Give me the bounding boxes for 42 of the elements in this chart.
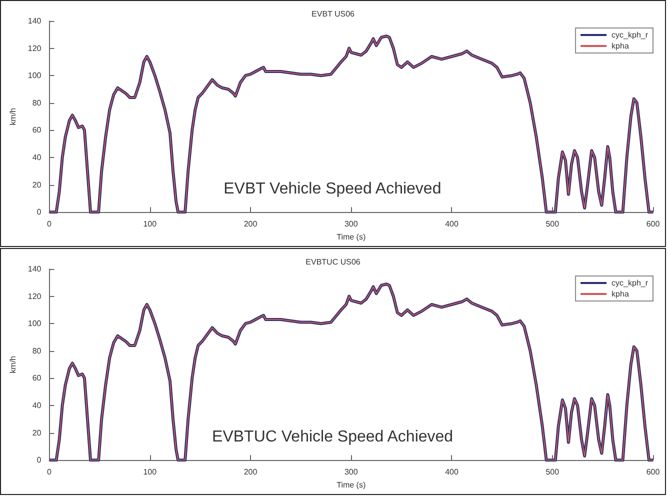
y-tick-label: 100 — [28, 71, 42, 80]
x-tick-label: 500 — [546, 220, 560, 229]
chart-title: EVBTUC US06 — [306, 258, 361, 266]
annotation: EVBT Vehicle Speed Achieved — [224, 180, 442, 198]
x-tick-label: 500 — [546, 468, 560, 477]
x-tick-label: 0 — [47, 220, 52, 229]
legend-label: cyc_kph_r — [612, 30, 648, 40]
y-tick-label: 80 — [32, 98, 42, 108]
annotation: EVBTUC Vehicle Speed Achieved — [212, 428, 454, 446]
y-tick-label: 40 — [32, 401, 42, 410]
y-tick-label: 20 — [32, 180, 42, 190]
y-tick-label: 20 — [32, 428, 42, 438]
x-tick-label: 300 — [344, 468, 358, 477]
y-tick-label: 0 — [36, 456, 42, 465]
x-tick-label: 400 — [445, 468, 459, 477]
y-axis-title: km/h — [8, 356, 18, 374]
y-tick-label: 80 — [32, 346, 42, 356]
x-tick-label: 200 — [244, 468, 258, 477]
x-tick-label: 100 — [143, 220, 158, 229]
y-tick-label: 140 — [28, 264, 42, 274]
x-axis-title: Time (s) — [336, 480, 366, 490]
legend-label: kpha — [612, 290, 630, 298]
x-tick-label: 100 — [143, 468, 158, 477]
y-tick-label: 60 — [32, 374, 42, 383]
x-tick-label: 600 — [646, 468, 660, 477]
y-tick-label: 100 — [28, 319, 42, 328]
y-axis-title: km/h — [8, 108, 18, 126]
y-tick-label: 140 — [28, 16, 42, 26]
y-tick-label: 120 — [28, 44, 42, 53]
chart-title: EVBT US06 — [312, 10, 356, 18]
y-tick-label: 120 — [28, 292, 42, 301]
y-tick-label: 0 — [36, 208, 42, 217]
y-tick-label: 40 — [32, 153, 42, 162]
x-axis-title: Time (s) — [336, 232, 366, 242]
x-tick-label: 400 — [445, 220, 459, 229]
x-tick-label: 300 — [344, 220, 358, 229]
x-tick-label: 0 — [47, 468, 52, 477]
y-tick-label: 60 — [32, 126, 42, 135]
x-tick-label: 200 — [244, 220, 258, 229]
legend-label: cyc_kph_r — [612, 278, 648, 288]
legend-label: kpha — [612, 42, 630, 50]
x-tick-label: 600 — [646, 220, 660, 229]
